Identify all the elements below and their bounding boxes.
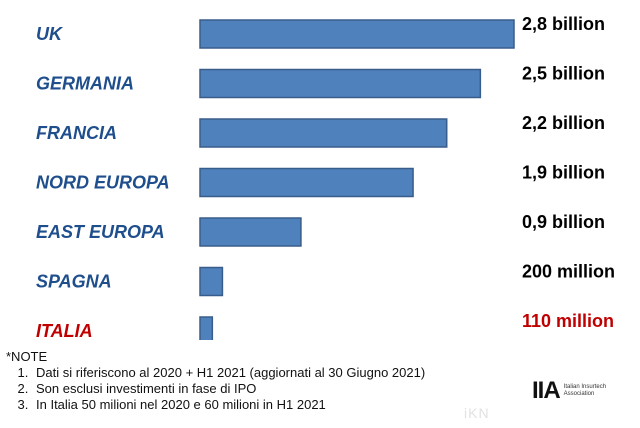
note-item: Son esclusi investimenti in fase di IPO [32,381,526,397]
category-label: SPAGNA [36,272,112,292]
note-item: Dati si riferiscono al 2020 + H1 2021 (a… [32,365,526,381]
notes-title: *NOTE [6,349,48,364]
category-label: EAST EUROPA [36,222,165,242]
value-label: 110 million [522,311,614,331]
iia-logo-mark: IIA [532,377,561,404]
notes-section: *NOTE Dati si riferiscono al 2020 + H1 2… [6,348,526,413]
category-label: FRANCIA [36,123,117,143]
iia-logo: IIA Italian Insurtech Association [532,374,632,408]
bar-chart: UK 2,8 billion GERMANIA 2,5 billion FRANCIA 2… [36,14,615,340]
value-label: 0,9 billion [522,212,605,232]
value-label: 2,5 billion [522,64,605,84]
value-label: 2,2 billion [522,113,605,133]
category-label: ITALIA [36,321,93,340]
value-label: 200 million [522,262,615,282]
category-label: NORD EUROPA [36,173,170,193]
note-item: In Italia 50 milioni nel 2020 e 60 milio… [32,397,526,413]
watermark: iKN [464,405,490,421]
bar [199,316,214,340]
notes-list: Dati si riferiscono al 2020 + H1 2021 (a… [6,365,526,413]
bar [199,19,515,49]
bar [199,266,224,297]
iia-logo-text: Italian Insurtech Association [563,384,607,397]
value-label: 2,8 billion [522,14,605,34]
value-label: 1,9 billion [522,163,605,183]
category-label: GERMANIA [36,74,134,94]
category-label: UK [36,24,64,44]
bar [199,68,482,99]
bar [199,217,302,247]
bar [199,167,414,198]
bar [199,118,448,148]
